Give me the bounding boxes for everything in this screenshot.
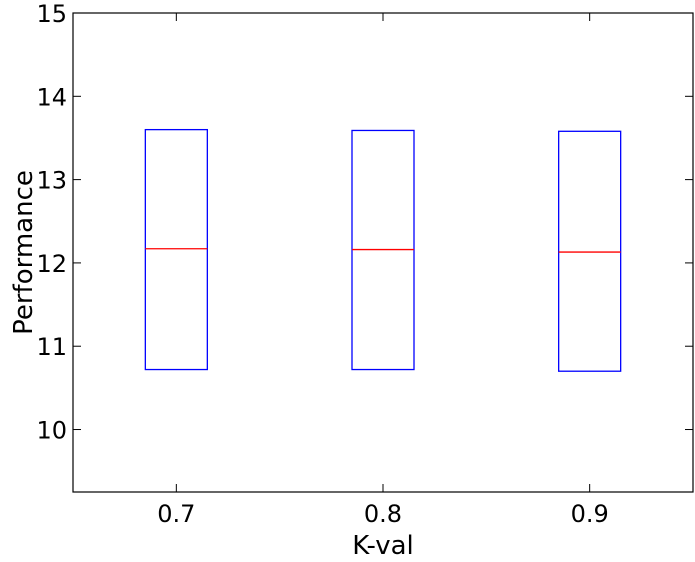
- y-axis-label: Performance: [9, 170, 39, 335]
- x-tick-label-2: 0.8: [364, 500, 402, 528]
- plot-area: [144, 128, 622, 372]
- x-tick-label-3: 0.9: [571, 500, 609, 528]
- y-tick-label-6: 15: [36, 0, 67, 28]
- y-tick-label-1: 10: [36, 417, 67, 445]
- y-tick-label-3: 12: [36, 250, 67, 278]
- y-tick-label-5: 14: [36, 83, 67, 111]
- x-axis-label: K-val: [352, 531, 414, 561]
- box-1: [144, 128, 208, 371]
- box-3: [558, 130, 622, 372]
- axis-ticks: 0.7 0.8 0.9 10 11 12 13 14 15: [36, 0, 693, 528]
- y-tick-label-4: 13: [36, 167, 67, 195]
- y-tick-label-2: 11: [36, 333, 67, 361]
- x-tick-label-1: 0.7: [157, 500, 195, 528]
